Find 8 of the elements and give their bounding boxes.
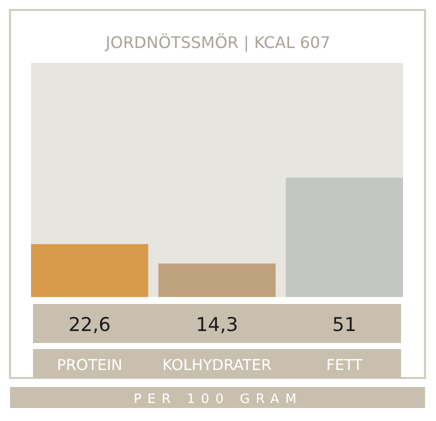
data-label: 22,6 — [68, 314, 111, 336]
x-tick-label: FETT — [326, 356, 364, 374]
data-label: 14,3 — [196, 314, 238, 336]
chart-title: JORDNÖTSSMÖR | KCAL 607 — [104, 33, 330, 52]
data-label: 51 — [332, 314, 356, 336]
x-tick-label: PROTEIN — [56, 356, 122, 374]
x-tick-label: KOLHYDRATER — [162, 356, 272, 374]
text: PER 100 GRAM — [134, 392, 302, 407]
